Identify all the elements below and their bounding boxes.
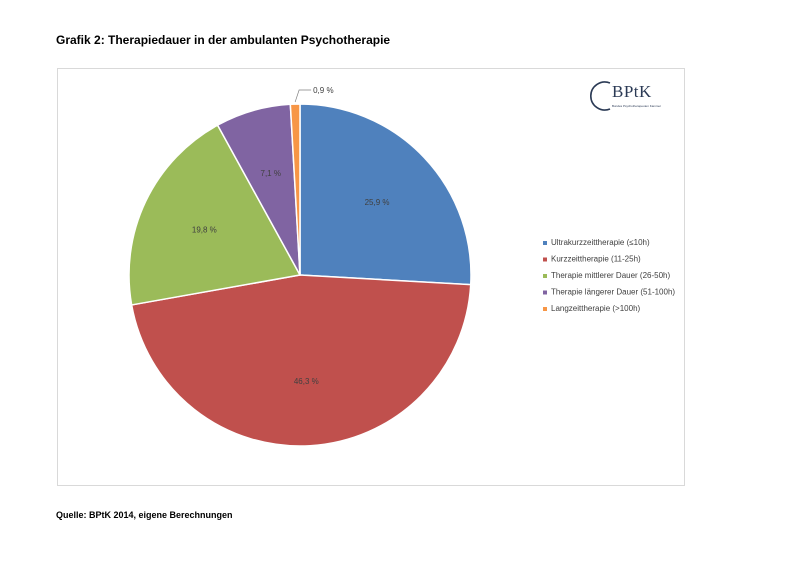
page-title: Grafik 2: Therapiedauer in der ambulante… bbox=[56, 33, 391, 47]
legend-swatch bbox=[543, 290, 547, 295]
legend-label: Therapie mittlerer Dauer (26-50h) bbox=[551, 271, 670, 280]
pie-slice-ultrakurzzeittherapie-10h bbox=[299, 103, 472, 286]
legend-label: Langzeittherapie (>100h) bbox=[551, 304, 641, 313]
pie-slice-langzeittherapie-100h bbox=[289, 103, 301, 276]
pie-leader-line bbox=[294, 89, 312, 103]
logo-text: BPtK bbox=[612, 82, 652, 101]
bptk-logo: BPtK Bundes Psychotherapeuten Kammer bbox=[590, 80, 680, 114]
chart-area bbox=[57, 68, 685, 486]
pie-data-label: 25,9 % bbox=[365, 198, 390, 207]
legend-label: Therapie längerer Dauer (51-100h) bbox=[551, 288, 675, 297]
pie-data-label: 19,8 % bbox=[192, 225, 217, 234]
legend-label: Kurzzeittherapie (11-25h) bbox=[551, 255, 641, 264]
legend-label: Ultrakurzzeittherapie (≤10h) bbox=[551, 238, 650, 247]
logo-arc-icon bbox=[590, 81, 611, 111]
legend-swatch bbox=[543, 274, 547, 278]
pie-data-label: 7,1 % bbox=[261, 169, 281, 178]
pie-slice-kurzzeittherapie-11-25h bbox=[130, 274, 472, 447]
pie-data-label: 46,3 % bbox=[294, 377, 319, 386]
legend-swatch bbox=[543, 241, 547, 245]
pie-slice-therapie-mittlerer-dauer-26-50h bbox=[128, 124, 302, 306]
legend-swatch bbox=[543, 257, 547, 262]
logo-subtitle: Bundes Psychotherapeuten Kammer bbox=[612, 104, 662, 108]
pie-data-label: 0,9 % bbox=[313, 86, 333, 95]
legend-swatch bbox=[543, 307, 547, 311]
source-note: Quelle: BPtK 2014, eigene Berechnungen bbox=[56, 510, 233, 520]
